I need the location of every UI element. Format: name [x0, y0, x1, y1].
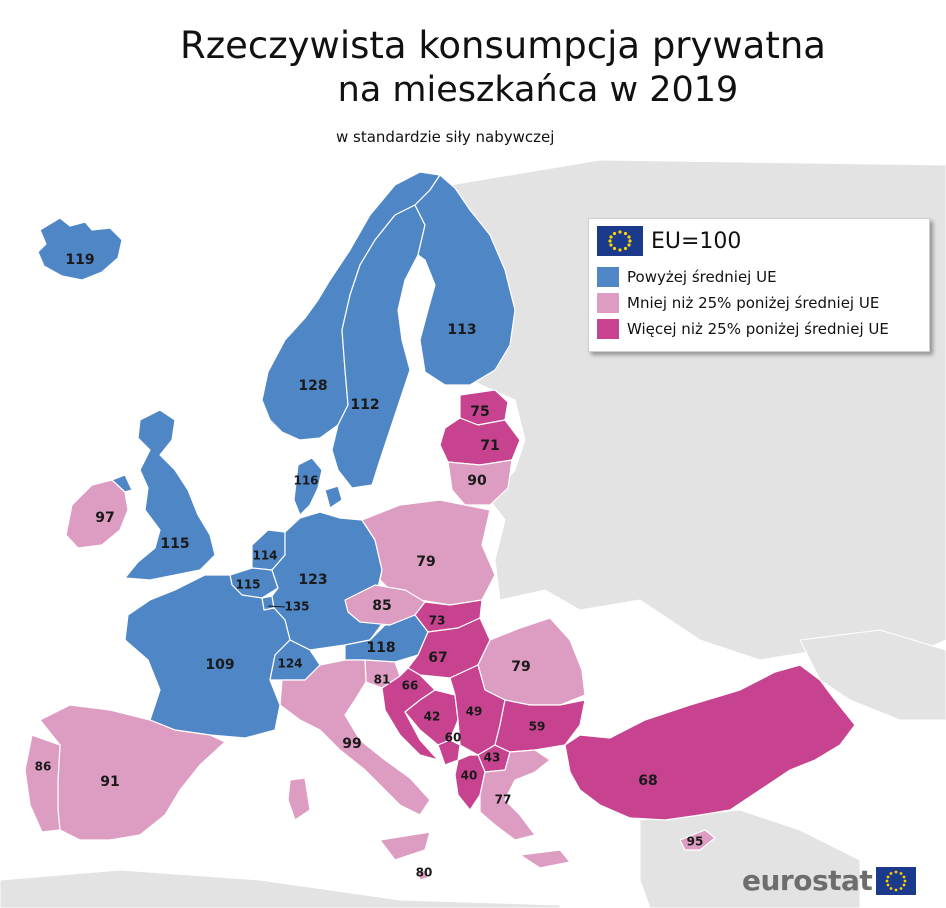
label-germany: 123 [298, 572, 327, 588]
label-bulgaria: 59 [529, 720, 546, 734]
label-slovenia: 81 [374, 673, 391, 687]
label-uk: 115 [160, 536, 189, 552]
value-labels: 119 128 112 113 75 71 90 116 97 115 114 … [35, 252, 704, 880]
label-austria: 118 [366, 640, 395, 656]
region-cyprus [679, 829, 716, 851]
label-italy: 99 [342, 736, 361, 752]
label-france: 109 [205, 657, 234, 673]
label-malta: 80 [416, 866, 433, 880]
label-netherlands: 114 [252, 549, 277, 563]
legend-header: EU=100 [597, 226, 741, 256]
label-lithuania: 90 [467, 473, 487, 489]
label-north-macedonia: 43 [484, 751, 501, 765]
region-italy [279, 659, 431, 861]
label-latvia: 71 [480, 438, 499, 454]
region-denmark [293, 457, 343, 516]
legend-label-below-more-25: Więcej niż 25% poniżej średniej UE [627, 320, 889, 338]
legend-eu-label: EU=100 [651, 228, 742, 254]
map-subtitle: w standardzie siły nabywczej [336, 128, 555, 146]
legend: EU=100 Powyżej średniej UE Mniej niż 25%… [588, 218, 930, 352]
label-poland: 79 [416, 554, 435, 570]
legend-swatch-above [597, 267, 619, 287]
eurostat-eu-flag-icon [876, 866, 917, 895]
label-estonia: 75 [470, 404, 489, 420]
caucasus-land [799, 629, 946, 721]
region-romania [477, 617, 586, 706]
legend-swatch-below-more-25 [597, 319, 619, 339]
region-iceland [37, 217, 123, 281]
eurostat-logo: eurostat [742, 864, 917, 897]
map-title: Rzeczywista konsumpcja prywatna na miesz… [0, 24, 946, 112]
label-romania: 79 [511, 659, 530, 675]
region-lithuania [447, 459, 513, 506]
label-turkey: 68 [638, 773, 657, 789]
legend-label-below-less-25: Mniej niż 25% poniżej średniej UE [627, 294, 880, 312]
region-uk [111, 409, 216, 581]
label-bosnia: 42 [424, 710, 441, 724]
label-switzerland: 124 [277, 657, 302, 671]
countries [24, 171, 856, 881]
region-greece [479, 749, 571, 869]
title-line-1: Rzeczywista konsumpcja prywatna [180, 24, 826, 67]
label-greece: 77 [495, 793, 512, 807]
label-hungary: 67 [428, 650, 447, 666]
label-serbia: 49 [466, 705, 483, 719]
luxembourg-leader-line [267, 605, 286, 608]
eurostat-logo-text: eurostat [742, 864, 873, 897]
title-line-2: na mieszkańca w 2019 [337, 70, 739, 110]
label-portugal: 86 [35, 760, 52, 774]
label-iceland: 119 [65, 252, 94, 268]
region-latvia [439, 417, 521, 466]
label-spain: 91 [100, 774, 119, 790]
label-denmark: 116 [293, 474, 318, 488]
label-norway: 128 [298, 378, 327, 394]
region-ireland [65, 479, 129, 549]
label-czechia: 85 [372, 598, 391, 614]
label-croatia: 66 [402, 679, 419, 693]
legend-swatch-below-less-25 [597, 293, 619, 313]
region-portugal [24, 734, 61, 833]
legend-label-above: Powyżej średniej UE [627, 268, 777, 286]
north-africa-land [0, 869, 561, 908]
region-montenegro [437, 739, 461, 766]
region-malta [417, 869, 429, 881]
region-turkey [564, 664, 856, 821]
eu-flag-icon [597, 226, 643, 256]
label-slovakia: 73 [429, 614, 446, 628]
label-cyprus: 95 [687, 835, 704, 849]
region-sweden [331, 204, 426, 489]
label-finland: 113 [447, 322, 476, 338]
label-albania: 40 [461, 769, 478, 783]
region-finland [414, 174, 516, 386]
region-germany [271, 511, 386, 651]
legend-item-below-more-25: Więcej niż 25% poniżej średniej UE [597, 319, 889, 339]
label-sweden: 112 [350, 397, 379, 413]
label-montenegro: 60 [445, 731, 462, 745]
legend-item-below-less-25: Mniej niż 25% poniżej średniej UE [597, 293, 879, 313]
label-belgium: 115 [235, 578, 260, 592]
label-ireland: 97 [95, 510, 114, 526]
legend-item-above: Powyżej średniej UE [597, 267, 777, 287]
label-luxembourg: 135 [284, 600, 309, 614]
